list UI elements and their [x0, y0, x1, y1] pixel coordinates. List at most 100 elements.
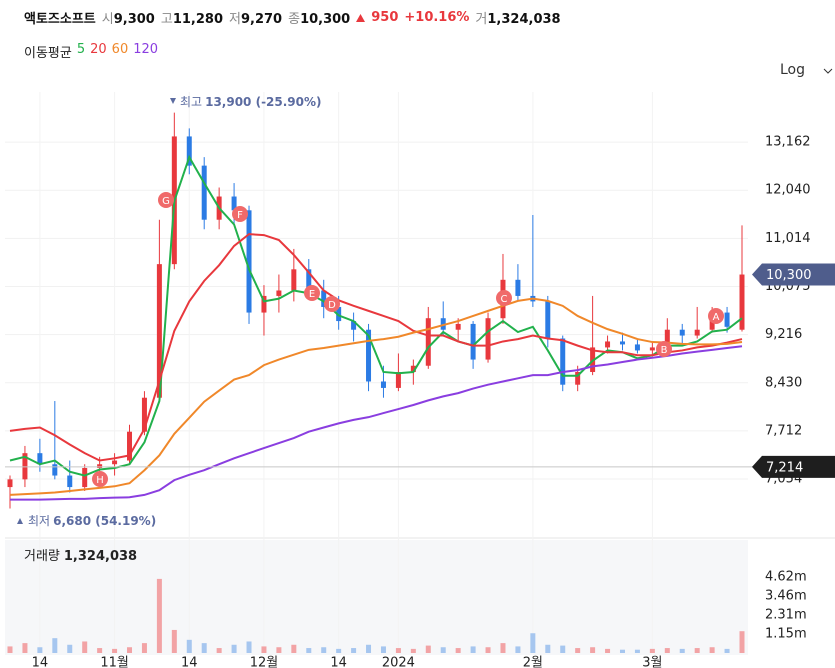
ma-items: 5 20 60 120: [77, 42, 158, 61]
volume-bar: [276, 647, 282, 653]
chevron[interactable]: [823, 68, 833, 74]
candle-body: [724, 312, 730, 327]
y-tick-label: 8,430: [765, 375, 802, 390]
volume-bar: [171, 629, 177, 653]
volume-title-label: 거래량: [24, 549, 60, 564]
event-marker: [92, 471, 108, 487]
quote: 시9,300: [102, 8, 155, 27]
quote-value: 1,324,038: [487, 12, 561, 27]
event-marker-label: G: [162, 196, 170, 207]
y-tick-label: 7,712: [765, 423, 802, 438]
candle-body: [321, 290, 327, 307]
quote-value: 9,270: [240, 12, 283, 27]
high-note-prefix: 최고: [180, 95, 202, 109]
candle-body: [186, 136, 192, 166]
up-arrow: [356, 13, 366, 22]
volume-bar: [97, 648, 103, 653]
event-marker-label: A: [713, 312, 720, 323]
low-arrow: [17, 518, 23, 524]
event-marker: [496, 290, 512, 306]
candle-body: [67, 475, 73, 488]
volume-bar: [52, 638, 58, 653]
candle-body: [366, 329, 372, 382]
candle-body: [739, 274, 745, 330]
volume-bar: [201, 643, 207, 653]
volume-bar: [410, 648, 416, 653]
ma-legend-item: 60: [111, 42, 129, 57]
volume-bar: [739, 631, 745, 653]
price-tag-label: 7,214: [766, 460, 803, 475]
candle-body: [82, 467, 88, 488]
volume-bar: [500, 643, 506, 653]
volume-bar: [605, 648, 611, 653]
candle-body: [605, 341, 611, 348]
volume-bar: [246, 641, 252, 653]
candle-body: [261, 295, 267, 313]
volume-tick-label: 2.31m: [765, 607, 807, 622]
event-marker-label: F: [237, 210, 243, 221]
ma-legend-item: 20: [90, 42, 107, 57]
candle-body: [649, 347, 655, 351]
volume-bar: [156, 578, 162, 653]
volume-bar: [395, 648, 401, 653]
event-marker-label: E: [309, 289, 315, 300]
volume-bar: [485, 647, 491, 653]
volume-tick-label: 3.46m: [765, 589, 807, 604]
volume-bar: [336, 648, 342, 653]
quote-label: 저: [229, 12, 241, 27]
quote: 고11,280: [161, 8, 223, 27]
volume-title-value: 1,324,038: [64, 549, 137, 564]
candle-body: [470, 323, 476, 360]
candle-body: [410, 365, 416, 372]
candle-body: [440, 318, 446, 330]
high-arrow: [170, 98, 176, 104]
volume-bar: [560, 645, 566, 653]
event-marker-label: B: [661, 345, 668, 356]
log-toggle[interactable]: Log: [780, 62, 833, 78]
volume-bar: [575, 648, 581, 653]
candle-body: [485, 318, 491, 360]
stock-name: 액토즈소프트: [24, 12, 96, 27]
price-tag: [752, 263, 835, 286]
candle-body: [515, 279, 521, 296]
candle-body: [395, 371, 401, 388]
x-tick-label: 14: [330, 656, 347, 668]
volume-tick-label: 1.15m: [765, 627, 807, 642]
ma-line: [9, 297, 743, 496]
low-note-prefix: 최저: [28, 514, 50, 528]
low-note: 최저 6,680 (54.19%): [28, 514, 156, 528]
volume-bar: [590, 647, 596, 653]
volume-bar: [22, 643, 28, 653]
x-tick-label: 11월: [100, 656, 129, 668]
volume-bar: [664, 648, 670, 653]
log-label[interactable]: Log: [780, 62, 806, 78]
volume-bar: [470, 646, 476, 653]
low-note-text: 6,680 (54.19%): [53, 514, 156, 528]
change: 950: [371, 10, 399, 25]
ma-legend-item: 5: [76, 42, 86, 57]
volume-bar: [724, 648, 730, 653]
volume-bar: [679, 648, 685, 653]
event-marker-label: H: [96, 475, 104, 486]
volume-panel: [5, 540, 748, 655]
ma-line: [9, 233, 743, 462]
price-tag-label: 10,300: [766, 268, 812, 283]
candle-body: [694, 329, 700, 336]
candle-body: [276, 290, 282, 296]
candle-body: [141, 397, 147, 432]
volume-bar: [216, 648, 222, 653]
volume-bar: [37, 647, 43, 653]
volume-bar: [619, 649, 625, 653]
y-tick-label: 12,040: [765, 183, 811, 198]
candle-body: [22, 453, 28, 480]
candle-body: [634, 344, 640, 351]
event-marker: [656, 341, 672, 357]
quote: 종10,300: [288, 8, 350, 27]
volume-bar: [291, 644, 297, 653]
x-tick-label: 2024: [382, 656, 415, 668]
ma-legend: 이동평균 5 20 60 120: [24, 42, 158, 61]
x-tick-label: 2월: [523, 656, 543, 668]
x-tick-label: 14: [32, 656, 49, 668]
x-tick-label: 14: [181, 656, 198, 668]
